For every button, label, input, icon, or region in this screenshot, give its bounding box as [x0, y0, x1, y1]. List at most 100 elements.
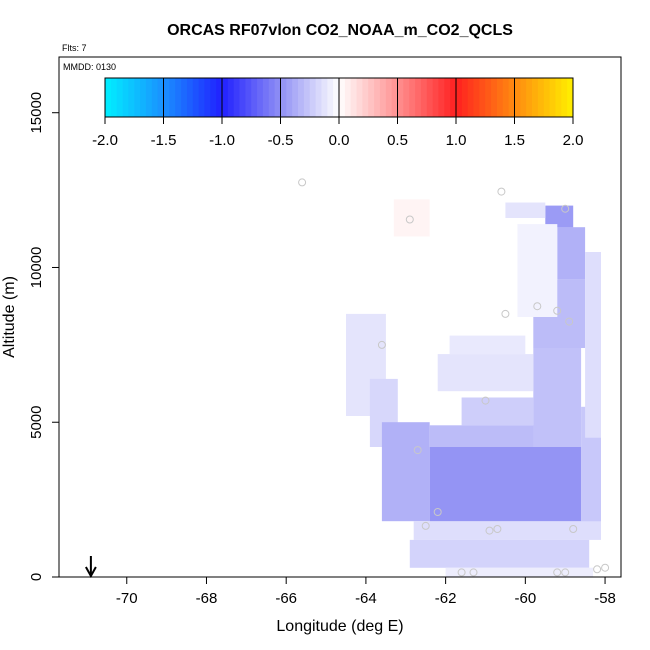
- colorbar-segment-76: [549, 78, 556, 117]
- colorbar-segment-32: [292, 78, 299, 117]
- y-axis: 0 5000 10000 15000: [28, 92, 59, 581]
- colorbar-segment-3: [122, 78, 129, 117]
- colorbar-segment-39: [333, 78, 340, 117]
- colorbar-segment-50: [397, 78, 404, 117]
- colorbar-segment-74: [537, 78, 545, 117]
- colorbar-segment-30: [280, 78, 287, 117]
- colorbar-segment-71: [520, 78, 527, 117]
- colorbar-tick-label-8: 2.0: [563, 132, 584, 149]
- colorbar-segment-27: [262, 78, 270, 117]
- colorbar-segment-60: [456, 78, 463, 117]
- colorbar-segment-62: [467, 78, 474, 117]
- colorbar-segment-6: [140, 78, 147, 117]
- colorbar-segment-46: [374, 78, 381, 117]
- heatmap-cell-2: [381, 422, 430, 522]
- colorbar-segment-48: [385, 78, 393, 117]
- colorbar-segment-43: [356, 78, 363, 117]
- colorbar-segment-31: [286, 78, 293, 117]
- colorbar-segment-51: [403, 78, 410, 117]
- colorbar-segment-38: [327, 78, 334, 117]
- observation-point-9: [481, 396, 490, 405]
- colorbar-segment-26: [257, 78, 264, 117]
- colorbar-segment-57: [438, 78, 445, 117]
- colorbar-segment-69: [508, 78, 515, 117]
- observation-point-13: [493, 525, 502, 533]
- colorbar-segment-21: [227, 78, 235, 117]
- colorbar-segment-75: [543, 78, 550, 117]
- colorbar-tick-label-0: -2.0: [92, 132, 118, 149]
- x-axis-title: Longitude (deg E): [276, 618, 403, 635]
- observation-point-8: [377, 340, 386, 349]
- colorbar-segment-67: [496, 78, 504, 117]
- observation-points: [298, 178, 610, 577]
- heatmap-cell-12: [449, 335, 526, 355]
- observation-point-1: [405, 215, 414, 224]
- heatmap-cell-9: [409, 539, 590, 568]
- observation-point-4: [533, 302, 542, 311]
- colorbar: -2.0 -1.5 -1.0 -0.5 0.0 0.5 1.0 1.5 2.0: [92, 77, 584, 149]
- colorbar-segment-10: [163, 78, 170, 117]
- colorbar-segment-56: [432, 78, 439, 117]
- colorbar-segment-44: [362, 78, 369, 117]
- colorbar-segment-19: [216, 78, 223, 117]
- heatmap-cell-8: [413, 521, 601, 540]
- plot-frame: [58, 56, 622, 578]
- colorbar-segment-72: [526, 78, 533, 117]
- observation-point-5: [501, 309, 510, 318]
- colorbar-segment-37: [321, 78, 328, 117]
- colorbar-segment-12: [175, 78, 182, 117]
- colorbar-tick-label-3: -0.5: [268, 132, 294, 149]
- heatmap-cell-17: [505, 202, 546, 218]
- colorbar-tick-label-7: 1.5: [504, 132, 525, 149]
- colorbar-segment-4: [128, 78, 135, 117]
- colorbar-segment-9: [157, 78, 164, 117]
- x-tick-label-5: -60: [514, 590, 536, 607]
- chart-subtitle: Flts: 7: [62, 43, 87, 53]
- observation-point-6: [553, 306, 562, 315]
- colorbar-segment-66: [491, 78, 498, 117]
- colorbar-tick-label-1: -1.5: [151, 132, 177, 149]
- arrow-marker: [85, 556, 97, 579]
- observation-point-10: [413, 446, 422, 455]
- colorbar-segment-28: [268, 78, 276, 117]
- x-tick-label-3: -64: [355, 590, 377, 607]
- heatmap-cell-10: [445, 567, 594, 577]
- x-tick-label-6: -58: [594, 590, 616, 607]
- colorbar-segment-2: [116, 78, 123, 117]
- colorbar-segment-53: [415, 78, 422, 117]
- heatmap-cell-6: [533, 348, 582, 447]
- colorbar-segment-8: [151, 78, 159, 117]
- colorbar-segment-61: [461, 78, 469, 117]
- colorbar-tick-label-5: 0.5: [387, 132, 408, 149]
- colorbar-segment-16: [198, 78, 205, 117]
- colorbar-segment-20: [222, 78, 229, 117]
- colorbar-segment-25: [251, 78, 258, 117]
- colorbar-tick-label-6: 1.0: [446, 132, 467, 149]
- heatmap-cell-14: [557, 227, 586, 280]
- colorbar-segment-36: [315, 78, 322, 117]
- observation-point-0: [298, 178, 307, 187]
- observation-point-11: [433, 508, 442, 516]
- colorbar-segment-64: [479, 78, 486, 117]
- colorbar-tick-label-2: -1.0: [209, 132, 235, 149]
- heatmap-cell-11: [437, 354, 534, 392]
- colorbar-segment-35: [309, 78, 316, 117]
- observation-point-3: [561, 204, 570, 213]
- observation-point-16: [457, 568, 466, 577]
- colorbar-segment-49: [391, 78, 398, 117]
- colorbar-segment-58: [444, 78, 451, 117]
- x-tick-label-4: -62: [435, 590, 457, 607]
- heatmap-cell-5: [461, 397, 534, 426]
- observation-point-19: [561, 568, 570, 577]
- x-tick-label-0: -70: [116, 590, 138, 607]
- colorbar-segment-78: [561, 78, 568, 117]
- colorbar-segment-79: [567, 78, 574, 117]
- colorbar-segment-52: [409, 78, 416, 117]
- colorbar-segment-70: [514, 78, 521, 117]
- observation-point-21: [601, 563, 610, 572]
- colorbar-segment-0: [105, 78, 112, 117]
- colorbar-segment-34: [303, 78, 311, 117]
- colorbar-segment-7: [145, 78, 153, 117]
- colorbar-segment-63: [473, 78, 480, 117]
